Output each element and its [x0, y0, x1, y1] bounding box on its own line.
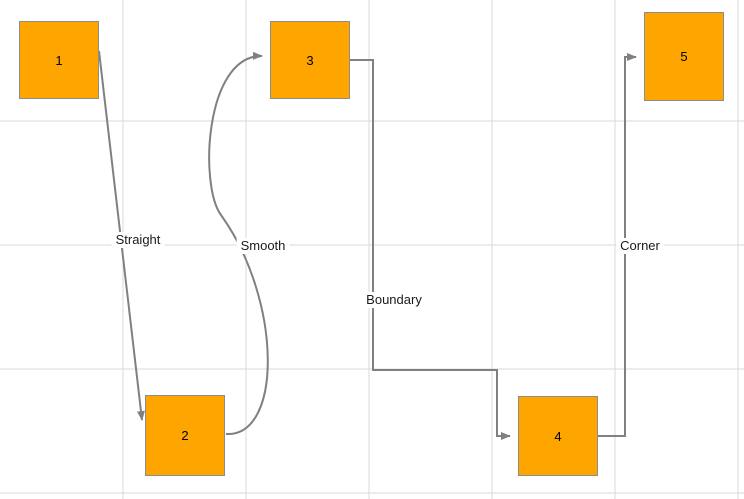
edge-label-edge-boundary[interactable]: Boundary: [362, 292, 426, 308]
edge-edge-smooth[interactable]: [208, 51, 269, 436]
node-label: 1: [55, 52, 63, 68]
edge-label-edge-smooth[interactable]: Smooth: [236, 238, 290, 254]
edge-label-edge-straight[interactable]: Straight: [111, 232, 165, 248]
node-label: 5: [680, 49, 688, 64]
node-label: 3: [306, 52, 314, 68]
edge-label-edge-corner[interactable]: Corner: [616, 238, 664, 254]
node-2[interactable]: 2: [145, 395, 225, 476]
edge-edge-boundary[interactable]: [350, 59, 511, 440]
node-4[interactable]: 4: [518, 396, 598, 476]
node-3[interactable]: 3: [270, 21, 350, 99]
node-1[interactable]: 1: [19, 21, 99, 99]
node-label: 4: [554, 428, 562, 444]
node-label: 2: [181, 428, 189, 443]
node-5[interactable]: 5: [644, 12, 724, 101]
